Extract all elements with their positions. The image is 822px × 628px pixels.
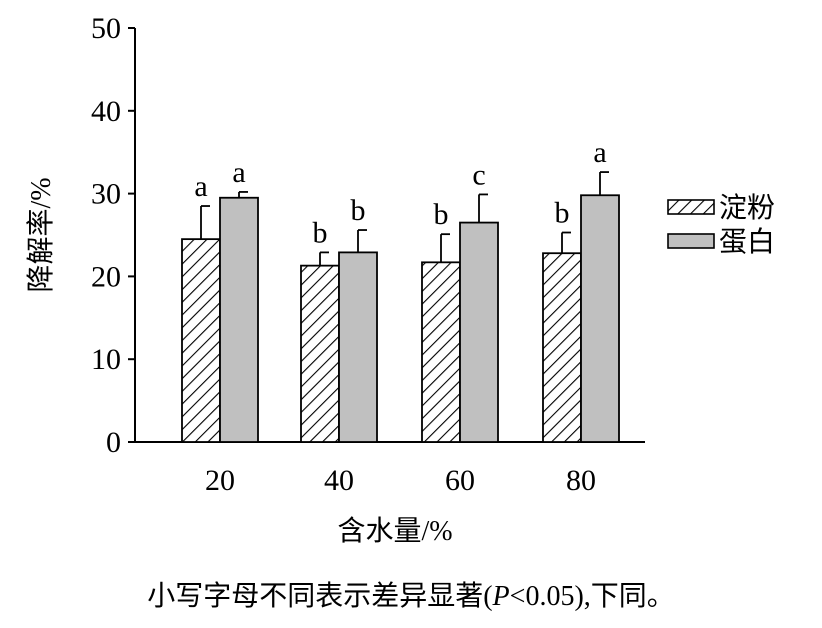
x-tick-label: 40	[324, 464, 354, 497]
bar	[580, 194, 620, 443]
axes: 0 10 20 30 40 50 20 40 60 80 含水量/% 降解率/%	[25, 12, 645, 547]
bar	[459, 221, 499, 443]
x-tick-label: 80	[566, 464, 596, 497]
significance-letter: a	[194, 170, 207, 203]
bar	[181, 238, 221, 443]
y-tick-label: 50	[91, 12, 121, 45]
caption-comparison: <0.05	[509, 581, 575, 612]
y-tick-label: 0	[106, 426, 121, 459]
legend-swatch	[667, 199, 715, 215]
x-tick-label: 60	[445, 464, 475, 497]
significance-letter: b	[351, 194, 366, 227]
legend-swatch	[667, 233, 715, 249]
y-tick-label: 20	[91, 260, 121, 293]
bar	[300, 264, 340, 443]
significance-letter: c	[472, 158, 485, 191]
figure-caption: 小写字母不同表示差异显著(P<0.05),下同。	[0, 574, 822, 614]
bar	[338, 251, 378, 443]
y-tick-label: 30	[91, 178, 121, 211]
significance-letter: b	[434, 198, 449, 231]
caption-p-symbol: P	[492, 581, 510, 612]
bar	[542, 252, 582, 443]
legend-label: 蛋白	[719, 226, 775, 258]
y-axis-title: 降解率/%	[25, 177, 57, 292]
significance-letter: b	[555, 197, 570, 230]
bar	[421, 261, 461, 443]
y-tick-label: 10	[91, 343, 121, 376]
caption-suffix: ),下同。	[574, 581, 675, 612]
significance-letter: b	[313, 216, 328, 249]
y-tick-label: 40	[91, 95, 121, 128]
significance-letter: a	[232, 156, 245, 189]
bar	[219, 196, 259, 443]
legend-label: 淀粉	[719, 192, 775, 224]
x-tick-label: 20	[205, 464, 235, 497]
x-axis-title: 含水量/%	[337, 515, 452, 547]
significance-letter: a	[593, 136, 606, 169]
caption-prefix: 小写字母不同表示差异显著(	[147, 581, 493, 612]
